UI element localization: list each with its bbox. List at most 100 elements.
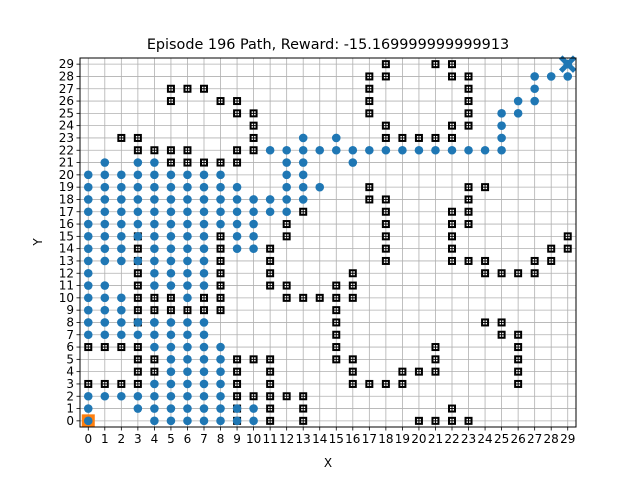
obstacle-hole xyxy=(303,418,306,421)
path-point xyxy=(183,379,192,389)
obstacle-square xyxy=(365,84,374,93)
obstacle-square xyxy=(133,244,142,253)
obstacle-marker xyxy=(414,367,423,376)
obstacle-hole xyxy=(386,138,388,140)
obstacle-hole xyxy=(336,332,339,335)
obstacle-hole xyxy=(466,212,469,214)
obstacle-marker xyxy=(448,121,456,130)
path-point xyxy=(282,207,291,217)
obstacle-hole xyxy=(235,163,237,165)
obstacle-hole xyxy=(386,222,388,224)
obstacle-hole xyxy=(433,62,435,64)
obstacle-hole xyxy=(301,212,303,214)
obstacle-square xyxy=(464,195,473,204)
path-point xyxy=(282,182,291,192)
obstacle-hole xyxy=(485,322,488,325)
obstacle-hole xyxy=(336,310,339,313)
obstacle-hole xyxy=(516,359,518,362)
obstacle-marker xyxy=(166,84,175,93)
path-point xyxy=(199,268,209,278)
obstacle-marker xyxy=(233,146,242,155)
obstacle-hole xyxy=(135,347,138,350)
obstacle-hole xyxy=(202,298,204,300)
obstacle-marker xyxy=(216,97,225,106)
path-point xyxy=(183,342,192,352)
path-point xyxy=(100,219,110,229)
obstacle-marker xyxy=(348,269,357,278)
obstacle-marker xyxy=(381,379,390,388)
obstacle-marker xyxy=(216,269,225,278)
obstacle-hole xyxy=(419,421,421,423)
obstacle-marker xyxy=(150,355,159,364)
obstacle-square xyxy=(133,367,142,376)
obstacle-hole xyxy=(433,347,435,350)
obstacle-hole xyxy=(450,418,452,421)
obstacle-hole xyxy=(235,357,237,359)
obstacle-hole xyxy=(466,418,469,421)
obstacle-hole xyxy=(367,384,369,386)
obstacle-hole xyxy=(121,347,124,350)
obstacle-square xyxy=(514,330,523,339)
obstacle-hole xyxy=(287,234,289,236)
obstacle-hole xyxy=(435,138,438,140)
obstacle-hole xyxy=(433,135,435,138)
obstacle-marker xyxy=(514,367,523,376)
obstacle-hole xyxy=(218,99,221,101)
obstacle-hole xyxy=(185,160,187,163)
path-point xyxy=(117,318,126,327)
path-point xyxy=(563,72,573,81)
path-point xyxy=(100,330,110,340)
obstacle-hole xyxy=(334,286,336,288)
obstacle-hole xyxy=(268,283,270,286)
obstacle-marker xyxy=(282,281,291,290)
obstacle-hole xyxy=(336,347,339,350)
obstacle-marker xyxy=(216,256,225,265)
obstacle-hole xyxy=(452,135,454,138)
obstacle-square xyxy=(233,158,242,167)
path-point xyxy=(216,207,225,217)
obstacle-hole xyxy=(221,298,223,300)
obstacle-hole xyxy=(221,99,223,101)
obstacle-hole xyxy=(433,64,435,67)
obstacle-hole xyxy=(237,148,240,150)
obstacle-hole xyxy=(499,271,502,273)
obstacle-hole xyxy=(466,421,469,423)
obstacle-hole xyxy=(353,372,355,374)
obstacle-square xyxy=(150,306,159,315)
obstacle-hole xyxy=(135,345,138,347)
obstacle-square xyxy=(381,232,390,241)
obstacle-square xyxy=(481,256,490,265)
obstacle-hole xyxy=(353,357,355,359)
obstacle-marker xyxy=(233,355,242,364)
obstacle-hole xyxy=(185,308,187,310)
obstacle-square xyxy=(150,146,159,155)
path-point xyxy=(431,145,440,155)
obstacle-hole xyxy=(88,384,91,386)
obstacle-hole xyxy=(353,359,355,362)
obstacle-square xyxy=(216,306,225,315)
obstacle-square xyxy=(166,306,175,315)
obstacle-square xyxy=(530,269,539,278)
obstacle-hole xyxy=(452,62,454,64)
obstacle-hole xyxy=(202,89,204,91)
obstacle-hole xyxy=(535,271,537,273)
path-point xyxy=(530,84,539,94)
obstacle-hole xyxy=(152,308,154,310)
obstacle-marker xyxy=(414,416,423,425)
obstacle-square xyxy=(332,318,341,327)
obstacle-marker xyxy=(282,220,291,229)
obstacle-hole xyxy=(152,295,154,298)
obstacle-hole xyxy=(268,381,270,384)
obstacle-marker xyxy=(166,306,175,315)
obstacle-hole xyxy=(383,126,386,128)
obstacle-square xyxy=(448,404,456,413)
obstacle-hole xyxy=(334,308,336,310)
obstacle-hole xyxy=(268,271,270,273)
obstacle-hole xyxy=(353,283,355,286)
obstacle-hole xyxy=(268,372,270,374)
obstacle-hole xyxy=(270,359,273,362)
obstacle-hole xyxy=(383,224,386,227)
path-point xyxy=(150,379,159,389)
obstacle-marker xyxy=(249,355,258,364)
obstacle-marker xyxy=(514,379,523,388)
